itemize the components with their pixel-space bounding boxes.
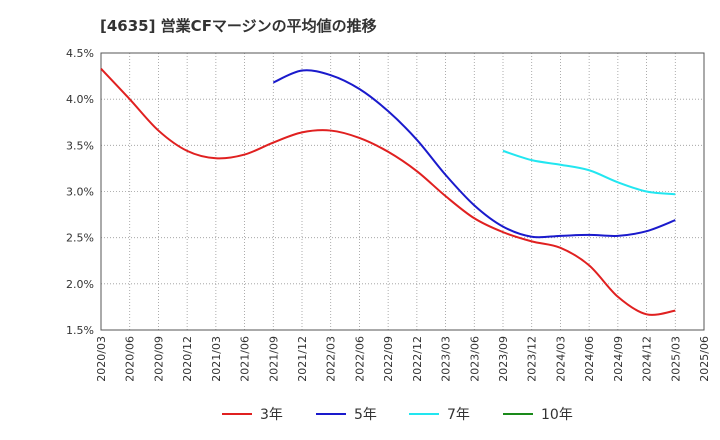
x-tick-label: 2024/03	[554, 336, 567, 382]
x-tick-label: 2023/03	[440, 336, 453, 382]
y-tick-label: 2.5%	[66, 232, 94, 245]
y-tick-label: 3.5%	[66, 139, 94, 152]
series-line-0	[100, 68, 676, 316]
x-tick-label: 2021/12	[296, 336, 309, 382]
y-axis: 1.5% 2.0% 2.5% 3.0% 3.5% 4.0% 4.5%	[66, 47, 94, 337]
y-tick-label: 2.0%	[66, 278, 94, 291]
x-tick-label: 2023/09	[497, 336, 510, 382]
legend-label-1: 5年	[354, 407, 377, 423]
legend-label-0: 3年	[260, 407, 283, 423]
x-tick-label: 2020/03	[95, 336, 108, 382]
series-lines	[100, 68, 676, 316]
x-tick-label: 2022/03	[325, 336, 338, 382]
y-tick-label: 4.0%	[66, 93, 94, 106]
x-tick-label: 2024/09	[612, 336, 625, 382]
x-tick-label: 2022/09	[382, 336, 395, 382]
y-tick-label: 3.0%	[66, 186, 94, 199]
series-line-2	[502, 149, 676, 196]
x-tick-label: 2025/06	[698, 336, 711, 382]
x-tick-label: 2023/12	[526, 336, 539, 382]
y-tick-label: 1.5%	[66, 324, 94, 337]
x-tick-label: 2021/06	[239, 336, 252, 382]
x-tick-label: 2020/12	[181, 336, 194, 382]
x-tick-label: 2024/06	[583, 336, 596, 382]
x-tick-label: 2023/06	[468, 336, 481, 382]
x-tick-label: 2021/09	[267, 336, 280, 382]
legend-label-3: 10年	[541, 407, 573, 423]
chart-title: [4635] 営業CFマージンの平均値の推移	[100, 17, 377, 35]
x-tick-label: 2022/06	[353, 336, 366, 382]
legend-label-2: 7年	[447, 407, 470, 423]
x-tick-label: 2021/03	[210, 336, 223, 382]
x-tick-label: 2020/09	[152, 336, 165, 382]
x-tick-label: 2024/12	[641, 336, 654, 382]
legend: 3年 5年 7年 10年	[222, 407, 573, 423]
plot-area	[100, 52, 705, 331]
x-tick-label: 2022/12	[411, 336, 424, 382]
grid	[100, 52, 705, 331]
x-tick-label: 2025/03	[669, 336, 682, 382]
x-axis: 2020/03 2020/06 2020/09 2020/12 2021/03 2021/…	[95, 336, 711, 382]
y-tick-label: 4.5%	[66, 47, 94, 60]
series-line-1	[272, 69, 676, 239]
x-tick-label: 2020/06	[124, 336, 137, 382]
